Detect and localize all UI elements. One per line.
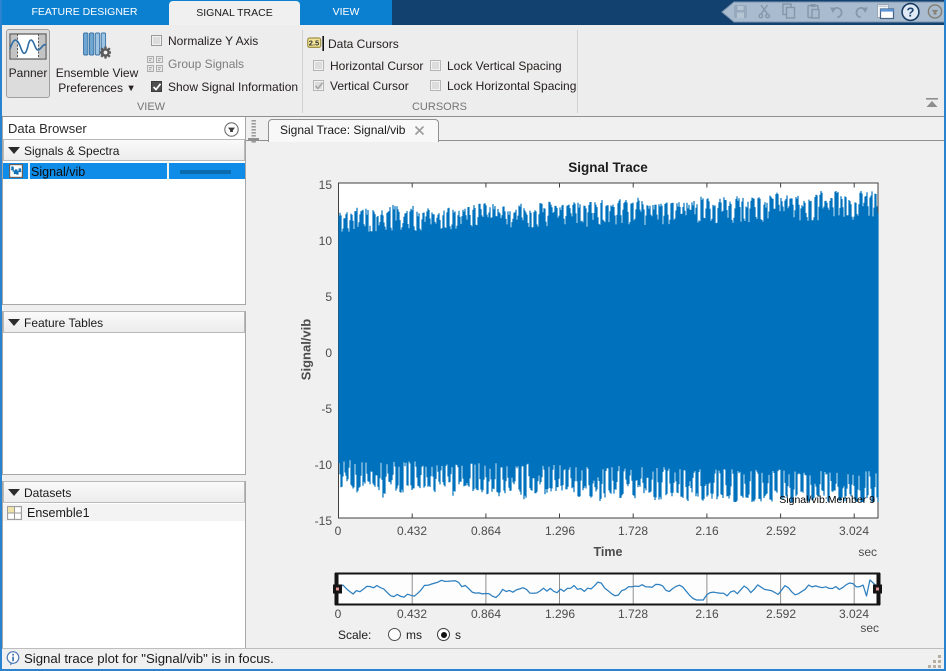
svg-text:?: ? bbox=[907, 5, 915, 20]
svg-text:2.5: 2.5 bbox=[309, 39, 319, 48]
